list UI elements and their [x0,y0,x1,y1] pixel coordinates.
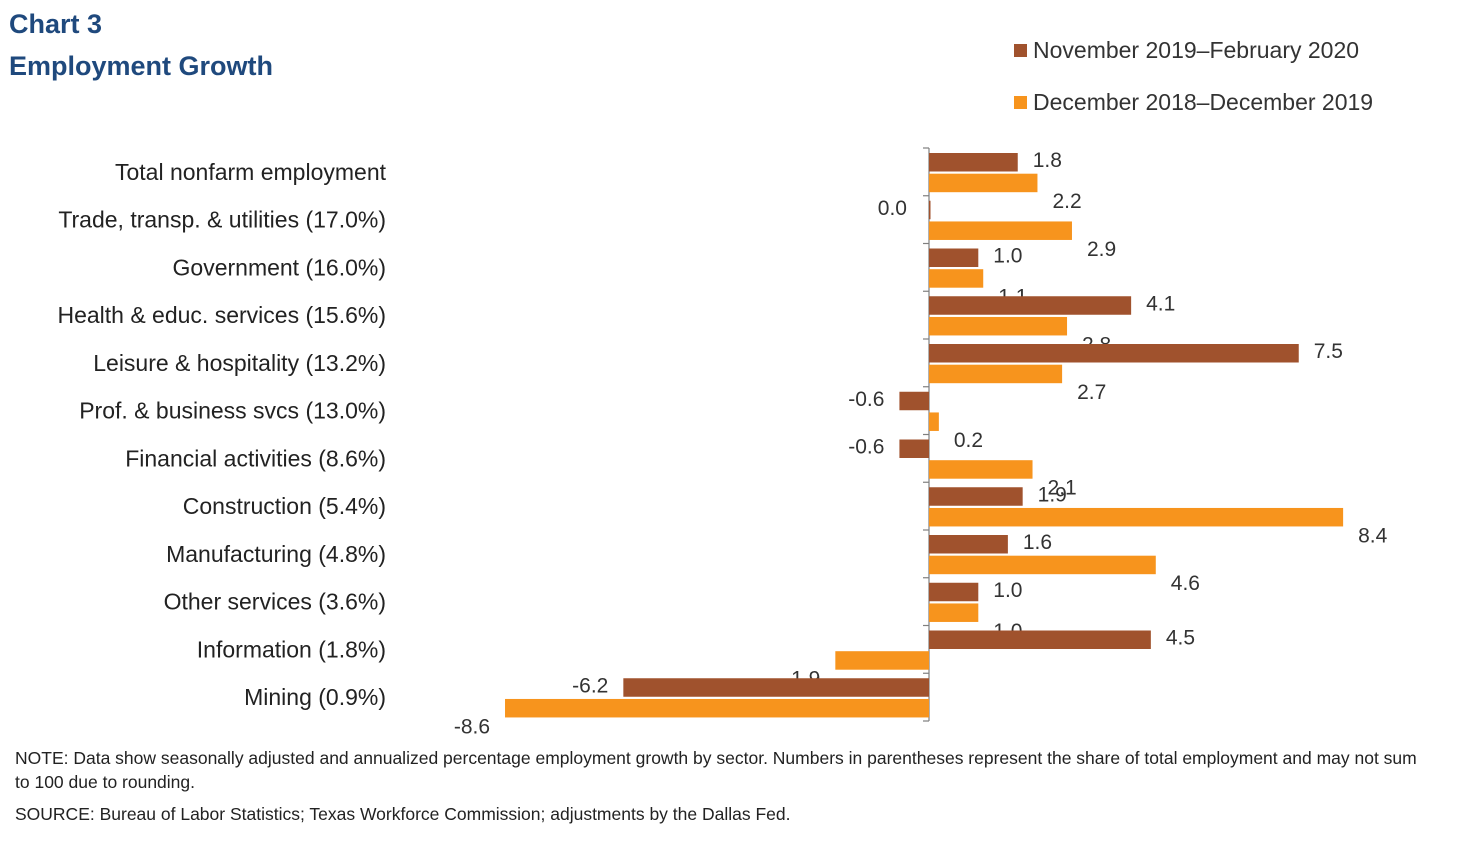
bar-nov-feb [929,200,931,220]
data-label: 2.7 [1077,381,1106,404]
category-label: Government (16.0%) [173,254,386,280]
chart-number: Chart 3 [9,9,103,39]
legend-swatch-dec-dec [1014,96,1027,109]
data-label: 0.0 [878,197,907,220]
data-label: 4.1 [1146,292,1175,315]
bar-dec-dec [929,460,1033,479]
bar-dec-dec [505,698,929,718]
bar-nov-feb [929,535,1008,554]
legend-item-nov-feb: November 2019–February 2020 [1014,37,1359,64]
category-label: Financial activities (8.6%) [125,445,386,471]
legend-swatch-nov-feb [1014,44,1027,57]
bar-dec-dec [929,507,1344,527]
bar-dec-dec [929,603,979,622]
data-label: -0.6 [848,436,884,459]
data-label: -0.6 [848,388,884,411]
bar-nov-feb [929,487,1023,506]
legend-label-nov-feb: November 2019–February 2020 [1033,37,1360,63]
category-label: Mining (0.9%) [244,684,386,710]
bar-nov-feb [929,344,1299,363]
data-label: 2.9 [1087,238,1116,261]
data-label: 4.6 [1171,572,1200,595]
data-label: 1.6 [1023,531,1052,554]
chart-title: Employment Growth [9,51,274,81]
category-label: Construction (5.4%) [183,493,386,519]
bar-nov-feb [623,678,929,697]
category-label: Information (1.8%) [197,636,386,662]
data-label: 0.2 [954,429,983,452]
bar-dec-dec [929,555,1156,575]
data-label: 4.5 [1166,627,1195,650]
data-label: 1.0 [993,245,1022,268]
bar-dec-dec [929,269,984,288]
data-label: -8.6 [454,715,490,738]
legend-item-dec-dec: December 2018–December 2019 [1014,89,1373,116]
bar-nov-feb [899,391,929,411]
bar-dec-dec [835,651,929,670]
legend-label-dec-dec: December 2018–December 2019 [1033,89,1374,115]
category-label: Total nonfarm employment [115,159,387,185]
data-label: 1.9 [1038,483,1067,506]
data-label: 1.8 [1033,149,1062,172]
category-label: Leisure & hospitality (13.2%) [93,350,386,376]
bar-nov-feb [929,582,979,602]
bar-nov-feb [929,248,979,267]
bar-dec-dec [929,412,939,431]
chart-note: NOTE: Data show seasonally adjusted and … [15,748,1417,792]
bar-nov-feb [899,439,929,458]
category-label: Health & educ. services (15.6%) [57,302,386,328]
bar-dec-dec [929,221,1072,240]
category-label: Trade, transp. & utilities (17.0%) [58,207,386,233]
chart-source: SOURCE: Bureau of Labor Statistics; Texa… [15,804,791,824]
category-label: Manufacturing (4.8%) [166,541,386,567]
category-label: Other services (3.6%) [164,589,386,615]
bar-dec-dec [929,173,1038,193]
data-label: 2.2 [1052,190,1081,213]
bar-dec-dec [929,364,1063,384]
data-label: 2.1 [1048,477,1077,500]
category-label: Prof. & business svcs (13.0%) [79,398,386,424]
data-label: 8.4 [1358,524,1388,547]
data-label: -6.2 [572,674,608,697]
bar-dec-dec [929,316,1068,336]
bar-nov-feb [929,296,1132,315]
bar-nov-feb [929,630,1151,649]
bar-nov-feb [929,153,1018,172]
data-label: 1.0 [993,579,1022,602]
data-label: 7.5 [1314,340,1343,363]
